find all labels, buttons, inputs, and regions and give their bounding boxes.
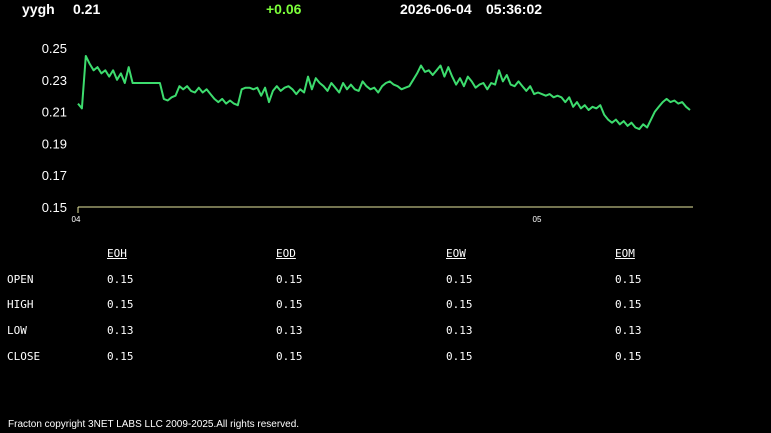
- y-tick-label: 0.19: [42, 136, 67, 151]
- price-chart: 0.25 0.23 0.21 0.19 0.17 0.15 04 05: [42, 41, 693, 224]
- x-tick-label: 05: [533, 215, 542, 224]
- x-tick-label: 04: [72, 215, 81, 224]
- time-label: 05:36:02: [486, 1, 543, 17]
- column-header-eow: EOW: [446, 247, 466, 260]
- table-cell: 0.15: [107, 298, 134, 311]
- table-cell: 0.15: [107, 350, 134, 363]
- table-cell: 0.15: [615, 273, 642, 286]
- table-cell: 0.15: [107, 273, 134, 286]
- y-tick-label: 0.17: [42, 168, 67, 183]
- copyright-footer: Fracton copyright 3NET LABS LLC 2009-202…: [8, 419, 300, 430]
- row-label-open: OPEN: [7, 273, 34, 286]
- price-change: +0.06: [266, 1, 302, 17]
- y-tick-label: 0.25: [42, 41, 67, 56]
- symbol-label: yygh: [22, 1, 55, 17]
- column-header-eoh: EOH: [107, 247, 127, 260]
- y-tick-label: 0.21: [42, 105, 67, 120]
- table-cell: 0.15: [276, 350, 303, 363]
- table-cell: 0.13: [107, 324, 134, 337]
- table-cell: 0.15: [615, 350, 642, 363]
- row-label-low: LOW: [7, 324, 27, 337]
- table-cell: 0.13: [615, 324, 642, 337]
- date-label: 2026-06-04: [400, 1, 472, 17]
- column-header-eod: EOD: [276, 247, 296, 260]
- table-cell: 0.15: [446, 350, 473, 363]
- row-label-high: HIGH: [7, 298, 34, 311]
- table-cell: 0.15: [276, 273, 303, 286]
- table-cell: 0.15: [276, 298, 303, 311]
- y-tick-label: 0.15: [42, 200, 67, 215]
- price-value: 0.21: [73, 1, 101, 17]
- row-label-close: CLOSE: [7, 350, 41, 363]
- y-tick-label: 0.23: [42, 73, 67, 88]
- table-cell: 0.13: [276, 324, 303, 337]
- table-cell: 0.15: [446, 298, 473, 311]
- table-cell: 0.13: [446, 324, 473, 337]
- price-series-line: [77, 55, 691, 131]
- table-cell: 0.15: [615, 298, 642, 311]
- column-header-eom: EOM: [615, 247, 635, 260]
- table-cell: 0.15: [446, 273, 473, 286]
